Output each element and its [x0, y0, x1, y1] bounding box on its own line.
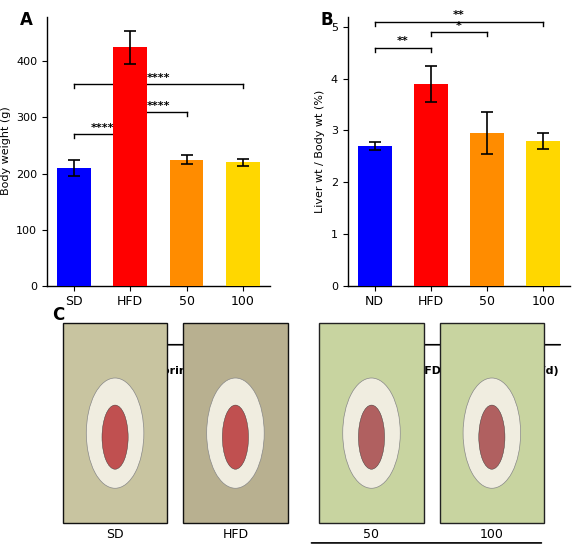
- Ellipse shape: [463, 378, 520, 488]
- Text: ****: ****: [146, 73, 170, 83]
- Bar: [226, 162, 260, 285]
- Text: SD: SD: [106, 529, 124, 541]
- Ellipse shape: [343, 378, 400, 488]
- Text: **: **: [397, 37, 409, 47]
- Text: ****: ****: [146, 100, 170, 111]
- Text: A: A: [21, 11, 33, 29]
- Ellipse shape: [479, 405, 505, 469]
- Text: 100: 100: [480, 529, 504, 541]
- Bar: [113, 48, 147, 285]
- Y-axis label: Body weight (g): Body weight (g): [1, 107, 11, 196]
- Text: HFD: HFD: [222, 529, 249, 541]
- Bar: [169, 160, 203, 285]
- Text: HFD + Morin (mg/kg/d): HFD + Morin (mg/kg/d): [415, 366, 559, 376]
- Text: **: **: [453, 11, 465, 20]
- Text: B: B: [321, 11, 333, 29]
- Bar: [414, 84, 448, 285]
- Text: C: C: [52, 306, 65, 324]
- FancyBboxPatch shape: [183, 323, 288, 524]
- FancyBboxPatch shape: [63, 323, 168, 524]
- Y-axis label: Liver wt / Body wt (%): Liver wt / Body wt (%): [315, 90, 325, 213]
- Ellipse shape: [359, 405, 385, 469]
- Ellipse shape: [102, 405, 128, 469]
- FancyBboxPatch shape: [319, 323, 424, 524]
- Ellipse shape: [222, 405, 249, 469]
- Text: HFD + Morin (mg/kg/day): HFD + Morin (mg/kg/day): [108, 366, 266, 376]
- Text: 50: 50: [363, 529, 379, 541]
- Bar: [57, 168, 91, 285]
- Bar: [526, 141, 560, 285]
- Ellipse shape: [86, 378, 144, 488]
- Bar: [358, 146, 392, 285]
- Text: ****: ****: [91, 123, 114, 133]
- Ellipse shape: [206, 378, 264, 488]
- Bar: [470, 133, 504, 285]
- FancyBboxPatch shape: [439, 323, 544, 524]
- Text: *: *: [456, 21, 462, 31]
